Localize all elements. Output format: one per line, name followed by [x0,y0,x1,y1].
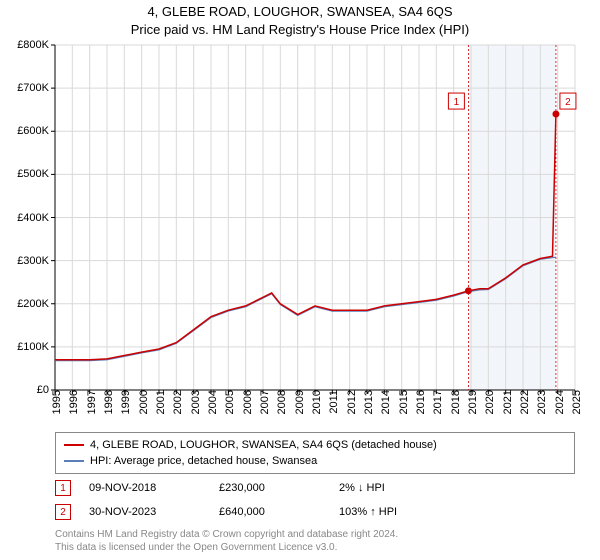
x-tick-label: 2014 [380,390,392,414]
x-tick-label: 1998 [103,390,115,414]
x-tick-label: 2022 [519,390,531,414]
y-tick-label: £600K [17,125,49,137]
chart: 12 £0£100K£200K£300K£400K£500K£600K£700K… [55,45,575,390]
x-tick-label: 1995 [51,390,63,414]
x-tick-label: 2016 [415,390,427,414]
x-tick-label: 2013 [363,390,375,414]
x-tick-label: 1999 [120,390,132,414]
footnote: Contains HM Land Registry data © Crown c… [55,528,398,554]
chart-title-sub: Price paid vs. HM Land Registry's House … [0,22,600,37]
x-tick-label: 2015 [398,390,410,414]
x-tick-label: 2020 [484,390,496,414]
x-tick-label: 1997 [86,390,98,414]
x-tick-label: 2017 [432,390,444,414]
legend-label: 4, GLEBE ROAD, LOUGHOR, SWANSEA, SA4 6QS… [90,439,437,451]
x-tick-label: 2008 [276,390,288,414]
transaction-price: £640,000 [219,506,339,518]
transaction-row: 1 09-NOV-2018 £230,000 2% ↓ HPI [55,478,397,498]
y-tick-label: £500K [17,168,49,180]
legend-label: HPI: Average price, detached house, Swan… [90,455,317,467]
y-tick-label: £700K [17,82,49,94]
y-tick-label: £100K [17,341,49,353]
x-tick-label: 2002 [172,390,184,414]
x-tick-label: 2021 [502,390,514,414]
chart-title-address: 4, GLEBE ROAD, LOUGHOR, SWANSEA, SA4 6QS [0,4,600,19]
transaction-date: 30-NOV-2023 [89,506,219,518]
x-tick-label: 2012 [346,390,358,414]
transactions-table: 1 09-NOV-2018 £230,000 2% ↓ HPI 2 30-NOV… [55,478,397,526]
x-tick-label: 2000 [138,390,150,414]
y-tick-label: £400K [17,212,49,224]
x-tick-label: 2024 [554,390,566,414]
transaction-delta: 103% ↑ HPI [339,506,397,518]
x-tick-label: 2018 [450,390,462,414]
legend-item: HPI: Average price, detached house, Swan… [64,453,566,469]
footnote-line: Contains HM Land Registry data © Crown c… [55,528,398,541]
marker-badge: 1 [55,480,71,496]
x-tick-label: 2006 [242,390,254,414]
x-tick-label: 2011 [328,390,340,414]
y-tick-label: £200K [17,298,49,310]
x-tick-label: 2009 [294,390,306,414]
transaction-row: 2 30-NOV-2023 £640,000 103% ↑ HPI [55,502,397,522]
y-tick-label: £300K [17,255,49,267]
transaction-date: 09-NOV-2018 [89,482,219,494]
x-tick-label: 2025 [571,390,583,414]
x-tick-label: 2023 [536,390,548,414]
svg-text:2: 2 [565,97,571,108]
legend-swatch [64,444,84,446]
y-tick-label: £0 [37,384,49,396]
x-tick-label: 2007 [259,390,271,414]
footnote-line: This data is licensed under the Open Gov… [55,541,398,554]
x-tick-label: 2004 [207,390,219,414]
transaction-delta: 2% ↓ HPI [339,482,385,494]
transaction-price: £230,000 [219,482,339,494]
x-tick-label: 2003 [190,390,202,414]
legend-item: 4, GLEBE ROAD, LOUGHOR, SWANSEA, SA4 6QS… [64,437,566,453]
x-tick-label: 2001 [155,390,167,414]
x-tick-label: 1996 [68,390,80,414]
legend-swatch [64,460,84,462]
marker-badge: 2 [55,504,71,520]
x-tick-label: 2019 [467,390,479,414]
x-tick-label: 2005 [224,390,236,414]
legend: 4, GLEBE ROAD, LOUGHOR, SWANSEA, SA4 6QS… [55,432,575,474]
svg-text:1: 1 [454,97,460,108]
y-tick-label: £800K [17,39,49,51]
x-tick-label: 2010 [311,390,323,414]
